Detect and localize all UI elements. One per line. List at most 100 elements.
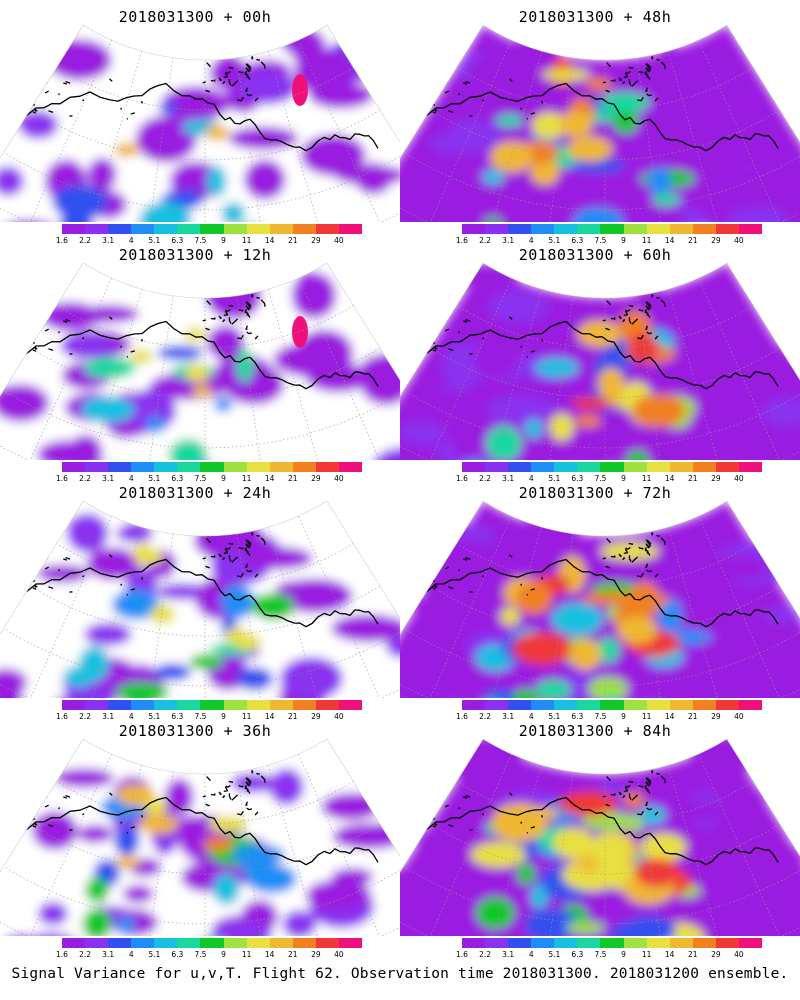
variance-blob [456,263,519,289]
colorbar-swatch [531,938,555,948]
signal-variance-map [0,738,400,936]
colorbar-swatch [338,224,363,234]
colorbar: 1.6 2.2 3.1 4 5.1 6.3 7.5 9 11 14 21 29 40 [56,700,363,724]
colorbar-tick-label: 1.6 [456,474,468,483]
figure-caption: Signal Variance for u,v,T. Flight 62. Ob… [11,966,789,982]
colorbar-swatch [462,462,486,472]
colorbar-swatch [177,462,201,472]
colorbar-tick-label: 6.3 [171,236,184,245]
colorbar-tick-label: 2.2 [79,712,92,721]
variance-blob [234,633,262,651]
variance-blob [524,418,544,439]
variance-blob [251,592,295,620]
variance-blob [168,438,208,460]
map-boundary [400,500,800,635]
panel-title: 2018031300 + 24h [118,484,272,502]
variance-blob [507,36,560,65]
variance-blob [598,367,625,401]
variance-blob [652,193,681,207]
colorbar-swatch [131,938,155,948]
variance-blob [622,792,645,808]
variance-blob [235,348,254,383]
variance-blob [764,606,800,623]
colorbar-tick-label: 4 [528,950,534,959]
variance-blob [280,656,343,698]
graticule [400,277,800,460]
panel-title: 2018031300 + 48h [518,8,672,26]
colorbar-swatch [177,938,201,948]
colorbar-tick-label: 14 [264,236,275,245]
variance-blob [237,667,273,691]
variance-blob [244,159,286,200]
variance-blob [443,81,496,117]
variance-blob [516,863,536,885]
variance-blob [223,364,284,405]
variance-blob [632,393,686,428]
colorbar-tick-label: 14 [664,474,675,483]
variance-blob [534,357,580,378]
colorbar-tick-label: 5.1 [548,712,561,721]
variance-blob [530,884,548,909]
colorbar-tick-label: 14 [664,950,675,959]
colorbar-swatch [646,224,671,234]
colorbar-swatch [554,224,578,234]
colorbar-tick-label: 11 [241,236,252,245]
variance-blob [165,778,194,816]
map-boundary [400,738,800,873]
map-panel-p12: 2018031300 + 12h 1.6 2.2 3.1 4 5.1 6.3 7.5 9 11 14… [0,238,400,483]
colorbar-tick-label: 1.6 [456,950,468,959]
variance-blob [293,43,331,68]
colorbar-swatch [223,700,248,710]
colorbar-swatch [108,938,132,948]
colorbar-tick-label: 4 [128,474,134,483]
graticule [0,515,400,698]
colorbar-tick-label: 2.2 [479,236,492,245]
variance-blob [520,806,559,821]
colorbar-tick-label: 40 [734,950,744,959]
colorbar-swatch [315,938,340,948]
variance-blob [623,916,676,936]
variance-blob [682,801,729,821]
variance-blob [55,768,114,788]
colorbar-tick-label: 5.1 [548,474,561,483]
colorbar-tick-label: 9 [621,712,626,721]
colorbar-swatch [62,938,86,948]
variance-blob [470,56,521,85]
variance-blob [59,208,93,222]
colorbar-swatch [577,700,601,710]
colorbar-tick-label: 9 [621,950,626,959]
variance-blob [116,784,156,806]
colorbar-tick-label: 5.1 [148,236,161,245]
variance-blob [591,831,630,868]
variance-blob [617,616,658,645]
colorbar-tick-label: 29 [311,950,321,959]
variance-blob [206,165,227,198]
variance-blob [726,206,788,222]
variance-blob [18,110,59,139]
panel-title: 2018031300 + 36h [118,722,272,740]
variance-blob [437,547,507,591]
colorbar-tick-label: 1.6 [456,712,468,721]
variance-blob [138,814,179,835]
variance-blob [78,646,110,682]
colorbar-swatch [554,938,578,948]
variance-blob [549,413,574,441]
colorbar-tick-label: 29 [711,474,721,483]
variance-blob [472,343,518,377]
colorbar-tick-label: 21 [687,474,698,483]
colorbar-swatch [85,462,109,472]
variance-blob [220,584,256,619]
variance-blob [139,201,192,222]
colorbar-tick-label: 5.1 [148,474,161,483]
map-boundary [400,262,800,397]
colorbar: 1.6 2.2 3.1 4 5.1 6.3 7.5 9 11 14 21 29 40 [56,462,363,486]
map-panel-p72: 2018031300 + 72h 1.6 2.2 3.1 4 5.1 6.3 7.5 9 11 14… [400,476,800,721]
colorbar-tick-label: 21 [287,236,298,245]
colorbar-swatch [623,224,648,234]
variance-blob [552,827,595,859]
graticule [0,277,400,460]
variance-blob [574,414,602,428]
map-panel-p84: 2018031300 + 84h 1.6 2.2 3.1 4 5.1 6.3 7.5 9 11 14… [400,714,800,959]
variance-blob [115,682,170,698]
variance-blob [723,823,767,872]
